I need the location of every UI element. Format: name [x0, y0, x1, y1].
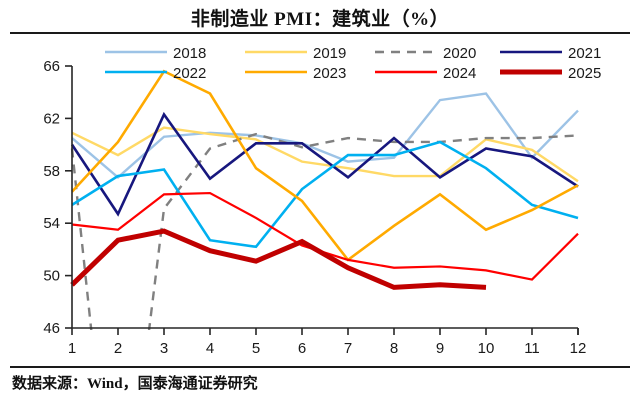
x-axis-tick-label: 9 — [436, 340, 444, 357]
y-axis-tick-label: 58 — [43, 163, 60, 180]
legend-label-2025[interactable]: 2025 — [568, 65, 601, 82]
y-axis-tick-label: 50 — [43, 268, 60, 285]
series-line-2021 — [70, 111, 579, 217]
y-axis-tick-label: 46 — [43, 320, 60, 337]
x-axis-tick-label: 6 — [298, 340, 306, 357]
chart-legend: 2018 2019 2020 2021 2022 2023 2024 2025 — [105, 45, 601, 82]
legend-label-2023[interactable]: 2023 — [313, 65, 346, 82]
legend-label-2020[interactable]: 2020 — [443, 45, 476, 62]
x-axis-tick-label: 4 — [206, 340, 214, 357]
x-axis-tick-label: 2 — [114, 340, 122, 357]
x-axis-tick-label: 5 — [252, 340, 260, 357]
x-axis-tick-label: 7 — [344, 340, 352, 357]
x-axis-tick-label: 3 — [160, 340, 168, 357]
series-line-2020 — [70, 132, 579, 330]
divider-bottom — [10, 366, 630, 368]
y-axis-tick-label: 54 — [43, 215, 60, 232]
source-note: 数据来源：Wind，国泰海通证券研究 — [12, 376, 258, 392]
x-axis-tick-label: 1 — [68, 340, 76, 357]
legend-label-2022[interactable]: 2022 — [173, 65, 206, 82]
page-title: 非制造业 PMI：建筑业（%） — [190, 9, 450, 30]
series-line-2022 — [71, 140, 579, 249]
x-axis-tick-label: 11 — [524, 340, 540, 357]
x-axis-tick-label: 8 — [390, 340, 398, 357]
y-axis-tick-label: 66 — [43, 58, 60, 75]
legend-label-2018[interactable]: 2018 — [173, 45, 206, 62]
legend-label-2021[interactable]: 2021 — [568, 45, 601, 62]
series-layer — [70, 69, 579, 330]
legend-label-2024[interactable]: 2024 — [443, 65, 476, 82]
x-axis-tick-label: 12 — [570, 340, 587, 357]
y-axis-tick-label: 62 — [43, 110, 60, 127]
divider-top — [10, 32, 630, 34]
series-line-2023 — [71, 69, 579, 262]
legend-label-2019[interactable]: 2019 — [313, 45, 346, 62]
x-axis-tick-label: 10 — [478, 340, 495, 357]
series-line-2018 — [71, 92, 579, 179]
series-line-2025 — [70, 228, 487, 290]
